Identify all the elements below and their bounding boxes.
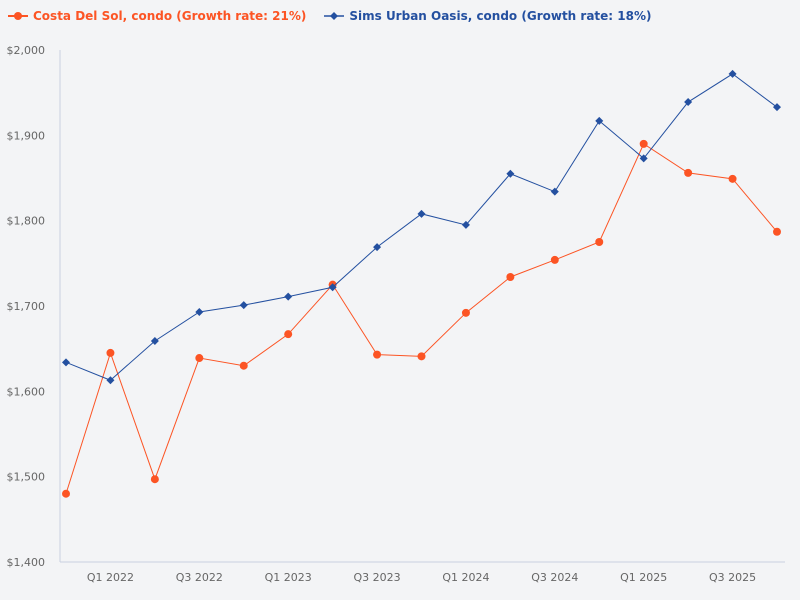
data-point xyxy=(684,98,693,107)
data-point xyxy=(550,255,559,264)
y-tick-label: $1,500 xyxy=(7,471,46,484)
data-point xyxy=(373,243,382,252)
x-tick-label: Q1 2022 xyxy=(87,571,134,584)
data-point xyxy=(106,348,115,357)
circle-marker-icon xyxy=(8,12,28,20)
y-tick-label: $1,800 xyxy=(7,215,46,228)
data-point xyxy=(461,220,470,229)
x-tick-label: Q3 2022 xyxy=(176,571,223,584)
data-point xyxy=(639,154,648,163)
data-point xyxy=(328,283,337,292)
data-point xyxy=(684,168,693,177)
y-tick-label: $1,900 xyxy=(7,129,46,142)
data-point xyxy=(239,361,248,370)
data-point xyxy=(773,103,781,112)
data-point xyxy=(595,238,604,246)
data-point xyxy=(62,489,70,498)
legend-item-costa-del-sol[interactable]: Costa Del Sol, condo (Growth rate: 21%) xyxy=(8,9,306,23)
legend: Costa Del Sol, condo (Growth rate: 21%) … xyxy=(8,9,651,23)
data-point xyxy=(284,330,293,339)
legend-item-sims-urban-oasis[interactable]: Sims Urban Oasis, condo (Growth rate: 18… xyxy=(324,9,651,23)
data-point xyxy=(461,308,470,317)
x-tick-label: Q3 2023 xyxy=(353,571,400,584)
data-point xyxy=(195,307,204,316)
x-tick-label: Q3 2025 xyxy=(709,571,756,584)
data-point xyxy=(284,292,293,301)
data-point xyxy=(506,169,515,178)
data-point xyxy=(150,475,159,484)
legend-label: Costa Del Sol, condo (Growth rate: 21%) xyxy=(33,9,307,23)
x-tick-label: Q1 2025 xyxy=(620,571,667,584)
x-tick-label: Q1 2023 xyxy=(265,571,312,584)
data-point xyxy=(639,139,648,148)
data-point xyxy=(728,174,737,183)
series-line-1 xyxy=(65,73,778,381)
data-point xyxy=(106,376,115,385)
y-tick-label: $1,700 xyxy=(7,300,46,313)
y-tick-label: $1,400 xyxy=(7,556,46,569)
data-point xyxy=(550,187,559,196)
data-point xyxy=(62,358,70,367)
legend-label: Sims Urban Oasis, condo (Growth rate: 18… xyxy=(349,9,652,23)
y-tick-label: $1,600 xyxy=(7,385,46,398)
data-point xyxy=(417,209,426,218)
data-point xyxy=(239,301,248,310)
data-point xyxy=(195,354,204,363)
data-point xyxy=(773,227,781,236)
data-point xyxy=(728,69,737,78)
x-tick-label: Q1 2024 xyxy=(442,571,489,584)
series-line-0 xyxy=(65,143,778,494)
data-point xyxy=(417,352,426,361)
data-point xyxy=(595,116,604,125)
data-point xyxy=(373,350,382,359)
y-tick-label: $2,000 xyxy=(7,44,46,57)
data-point xyxy=(150,336,159,345)
x-tick-label: Q3 2024 xyxy=(531,571,578,584)
diamond-marker-icon xyxy=(324,12,345,20)
data-point xyxy=(506,272,515,281)
